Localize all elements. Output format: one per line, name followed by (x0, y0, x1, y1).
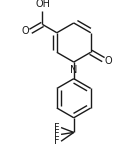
Text: O: O (104, 56, 112, 66)
Text: F: F (54, 129, 59, 139)
Text: F: F (54, 136, 59, 146)
Text: F: F (54, 123, 59, 133)
Text: N: N (70, 65, 77, 75)
Text: OH: OH (35, 0, 50, 9)
Text: O: O (21, 26, 29, 36)
